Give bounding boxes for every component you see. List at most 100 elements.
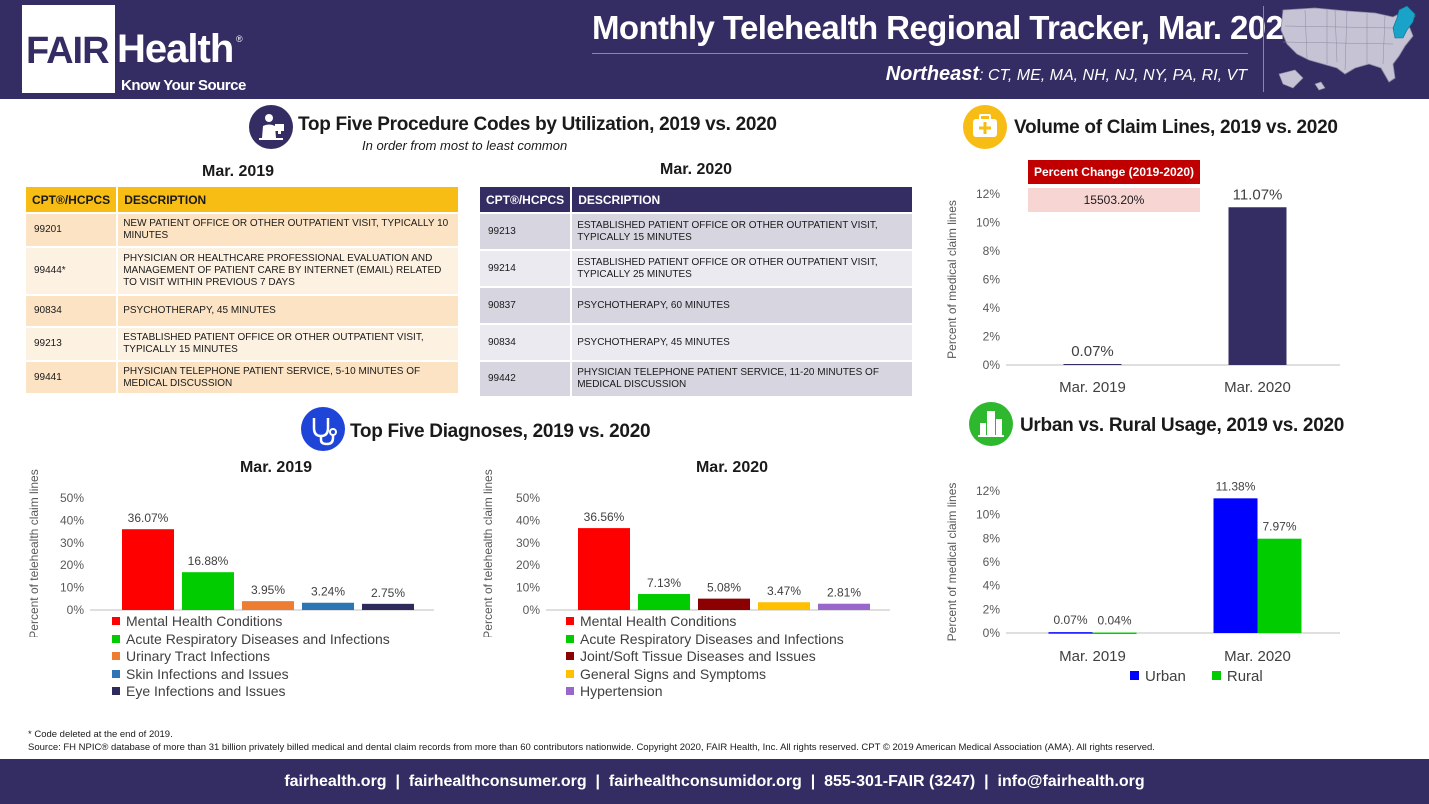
data-label: 36.07% [128,511,169,525]
bar [638,594,690,610]
y-tick-label: 10% [976,216,1000,230]
legend-label: Acute Respiratory Diseases and Infection… [126,630,390,647]
bar [1063,364,1122,365]
table-row: 90834 PSYCHOTHERAPY, 45 MINUTES [480,325,912,360]
procedures-subtitle: In order from most to least common [362,138,568,153]
urban-rural-chart: Percent of medical claim lines 0% 2% 4% 6% 8%… [930,470,1350,670]
y-tick-label: 30% [516,536,540,550]
y-tick-label: 6% [983,555,1001,569]
legend-label: Rural [1226,668,1263,685]
bar [1092,632,1137,635]
region-line: Northeast: CT, ME, MA, NH, NJ, NY, PA, R… [886,63,1247,86]
description-cell: NEW PATIENT OFFICE OR OTHER OUTPATIENT V… [118,214,458,246]
chart-title: Mar. 2019 [240,459,312,476]
data-label: 3.95% [251,583,285,597]
y-tick-label: 4% [983,301,1001,315]
data-label: 3.24% [311,585,345,599]
x-tick-label: Mar. 2020 [1224,379,1291,396]
bar [302,602,354,610]
description-cell: PSYCHOTHERAPY, 60 MINUTES [572,288,912,323]
bar [1048,632,1093,634]
code-cell: 99201 [26,214,117,246]
legend-swatch [112,687,120,695]
table-header-row: CPT®/HCPCS DESCRIPTION [26,187,458,212]
description-cell: PSYCHOTHERAPY, 45 MINUTES [572,325,912,360]
region-name: Northeast [885,63,980,85]
data-label: 2.75% [371,586,405,600]
header-banner: FAIR Health ® Know Your Source Monthly T… [0,0,1429,99]
table-row: 99442 PHYSICIAN TELEPHONE PATIENT SERVICE… [480,362,912,396]
description-cell: ESTABLISHED PATIENT OFFICE OR OTHER OUTP… [572,251,912,286]
y-tick-label: 10% [516,581,540,595]
code-cell: 99213 [480,214,571,249]
data-label: 7.13% [647,576,681,590]
logo-background [22,5,115,93]
data-label: 0.07% [1071,343,1114,360]
y-tick-label: 12% [976,484,1000,498]
x-tick-label: Mar. 2019 [1059,379,1126,396]
data-label: 5.08% [707,581,741,595]
legend-swatch [566,652,574,660]
bar [1257,538,1302,633]
legend-item: Urban [1130,668,1186,685]
region-colon: : [979,67,984,84]
y-tick-label: 0% [67,603,85,617]
column-header-description: DESCRIPTION [572,187,912,212]
bar [182,572,234,610]
diag2020-svg: Mar. 2020 Percent of telehealth claim lin… [481,459,890,639]
logo-health: Health [117,27,234,71]
legend-item: General Signs and Symptoms [566,666,844,684]
table-row: 99441 PHYSICIAN TELEPHONE PATIENT SERVICE… [26,362,458,393]
diagnoses-title: Top Five Diagnoses, 2019 vs. 2020 [350,421,651,442]
bar [242,601,294,610]
doctor-computer-icon [249,105,293,149]
data-label: 11.38% [1216,479,1256,493]
column-header-code: CPT®/HCPCS [26,187,117,212]
diagnoses-2020-legend: Mental Health Conditions Acute Respirator… [566,613,844,701]
legend-label: Hypertension [580,683,663,699]
us-map-icon [1278,5,1416,91]
y-tick-label: 50% [60,491,84,505]
legend-item: Mental Health Conditions [566,613,844,631]
percent-change-header: Percent Change (2019-2020) [1028,160,1200,184]
legend-swatch [1211,671,1221,680]
stethoscope-icon [301,407,345,451]
legend-swatch [566,687,574,695]
legend-label: Mental Health Conditions [580,613,737,629]
column-header-code: CPT®/HCPCS [480,187,571,212]
y-axis-label: Percent of medical claim lines [945,200,959,359]
table-row: 99214 ESTABLISHED PATIENT OFFICE OR OTHER… [480,251,912,286]
legend-item: Joint/Soft Tissue Diseases and Issues [566,648,844,666]
legend-swatch [566,634,574,643]
legend-label: Eye Infections and Issues [126,683,286,699]
legend-label: Urinary Tract Infections [126,648,270,664]
description-cell: PHYSICIAN TELEPHONE PATIENT SERVICE, 11-… [572,362,912,396]
legend-item: Acute Respiratory Diseases and Infection… [112,631,390,649]
region-states: CT, ME, MA, NH, NJ, NY, PA, RI, VT [983,67,1247,84]
table-row: 90834 PSYCHOTHERAPY, 45 MINUTES [26,296,458,326]
footnote-deleted-code: * Code deleted at the end of 2019. [28,729,173,740]
table-row: 99201 NEW PATIENT OFFICE OR OTHER OUTPATI… [26,214,458,246]
description-cell: PSYCHOTHERAPY, 45 MINUTES [118,296,458,326]
data-label: 2.81% [827,586,861,600]
legend-swatch [112,617,120,625]
y-tick-label: 0% [523,603,541,617]
y-tick-label: 30% [60,536,84,550]
y-axis-label: Percent of telehealth claim lines [481,469,495,637]
procedures-2019-table: CPT®/HCPCS DESCRIPTION 99201 NEW PATIENT … [26,185,458,395]
legend-item: Acute Respiratory Diseases and Infection… [566,631,844,649]
bar [818,603,870,610]
bar [1228,207,1287,365]
code-cell: 99441 [26,362,117,393]
data-label: 16.88% [188,554,229,568]
legend-label: Joint/Soft Tissue Diseases and Issues [580,648,816,664]
volume-chart: Percent of medical claim lines 0% 2% 4% 6% 8%… [930,170,1350,400]
bar [362,603,414,610]
data-label: 3.47% [767,584,801,598]
legend-swatch [566,669,574,678]
data-label: 0.07% [1053,613,1087,627]
diagnoses-2019-chart: Mar. 2019 Percent of telehealth claim lin… [24,452,444,639]
y-axis-label: Percent of telehealth claim lines [27,469,41,637]
code-cell: 99442 [480,362,571,396]
legend-swatch [112,634,120,643]
